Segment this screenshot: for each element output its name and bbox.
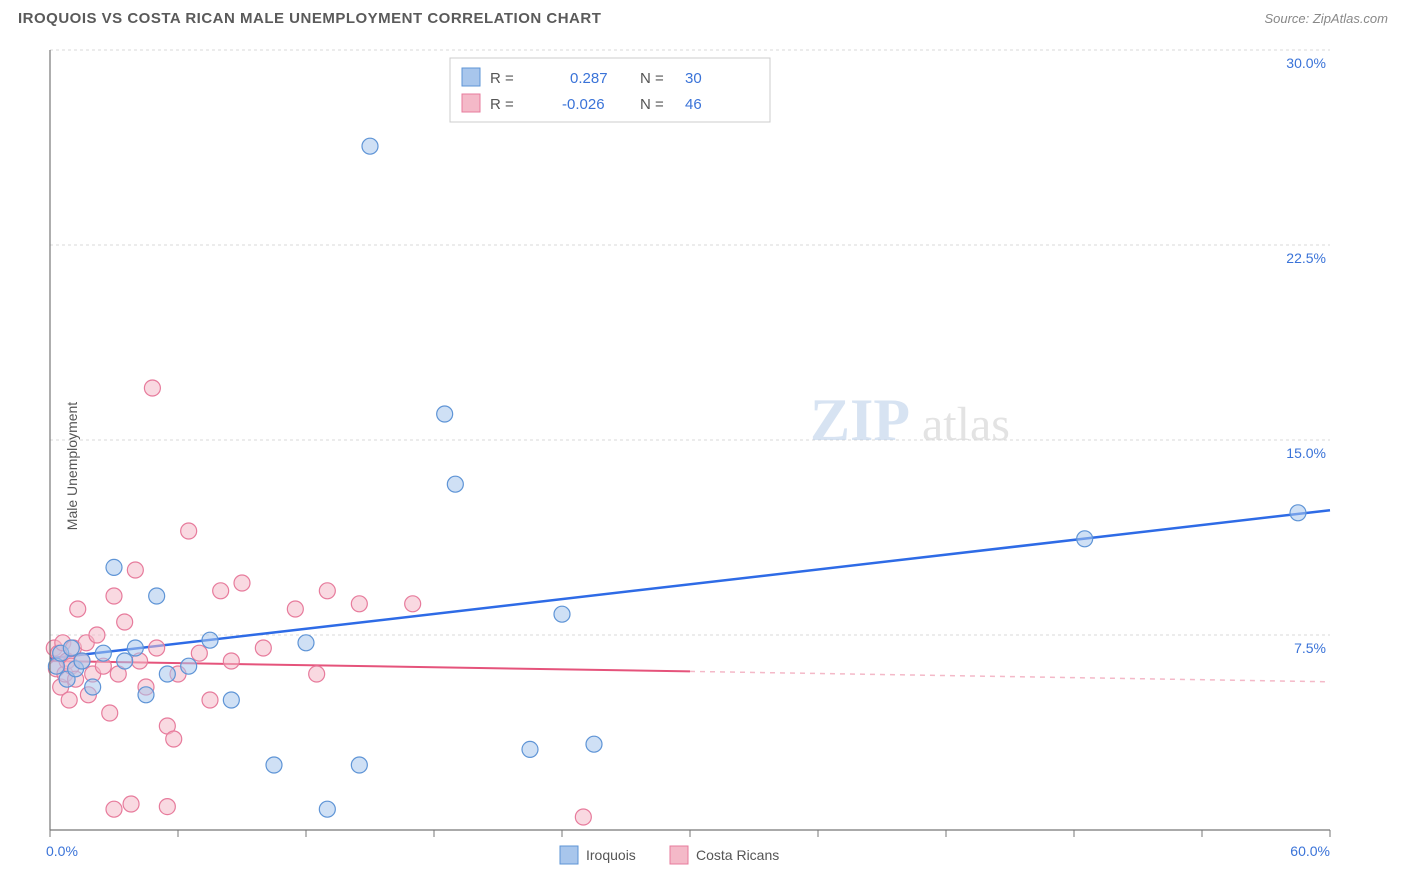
data-point <box>95 645 111 661</box>
data-point <box>117 614 133 630</box>
data-point <box>106 801 122 817</box>
data-point <box>106 588 122 604</box>
data-point <box>309 666 325 682</box>
data-point <box>575 809 591 825</box>
data-point <box>127 640 143 656</box>
data-point <box>266 757 282 773</box>
data-point <box>437 406 453 422</box>
svg-text:ZIP: ZIP <box>810 387 910 453</box>
data-point <box>144 380 160 396</box>
svg-text:0.287: 0.287 <box>570 70 608 87</box>
data-point <box>85 679 101 695</box>
data-point <box>89 627 105 643</box>
data-point <box>255 640 271 656</box>
svg-text:N =: N = <box>640 70 664 87</box>
chart-container: Male Unemployment 7.5% 15.0% 22.5% 30.0% ZIP… <box>0 40 1406 892</box>
data-point <box>149 588 165 604</box>
data-point <box>522 741 538 757</box>
data-point <box>447 476 463 492</box>
data-point <box>166 731 182 747</box>
data-point <box>1077 531 1093 547</box>
chart-title: IROQUOIS VS COSTA RICAN MALE UNEMPLOYMEN… <box>18 10 601 27</box>
scatter-chart: 7.5% 15.0% 22.5% 30.0% ZIPatlas 0.0% 60.0% R = 0… <box>0 40 1406 892</box>
data-point <box>298 635 314 651</box>
data-point <box>117 653 133 669</box>
data-point <box>586 736 602 752</box>
data-point <box>319 801 335 817</box>
data-point <box>149 640 165 656</box>
svg-text:22.5%: 22.5% <box>1286 250 1326 266</box>
data-point <box>287 601 303 617</box>
data-point <box>1290 505 1306 521</box>
data-point <box>74 653 90 669</box>
data-point <box>159 799 175 815</box>
svg-text:atlas: atlas <box>922 398 1010 451</box>
data-point <box>351 757 367 773</box>
data-point <box>191 645 207 661</box>
data-point <box>63 640 79 656</box>
svg-text:30.0%: 30.0% <box>1286 55 1326 71</box>
data-point <box>181 658 197 674</box>
data-point <box>223 653 239 669</box>
data-point <box>202 692 218 708</box>
svg-text:N =: N = <box>640 96 664 113</box>
data-point <box>362 138 378 154</box>
svg-text:R =: R = <box>490 96 514 113</box>
data-point <box>234 575 250 591</box>
data-point <box>223 692 239 708</box>
data-point <box>181 523 197 539</box>
data-point <box>351 596 367 612</box>
data-point <box>61 692 77 708</box>
svg-text:Costa Ricans: Costa Ricans <box>696 847 779 863</box>
svg-text:46: 46 <box>685 96 702 113</box>
svg-text:15.0%: 15.0% <box>1286 445 1326 461</box>
data-point <box>159 666 175 682</box>
data-point <box>213 583 229 599</box>
svg-text:7.5%: 7.5% <box>1294 640 1326 656</box>
data-point <box>138 687 154 703</box>
data-point <box>554 606 570 622</box>
svg-text:0.0%: 0.0% <box>46 843 78 859</box>
data-point <box>123 796 139 812</box>
svg-text:Iroquois: Iroquois <box>586 847 636 863</box>
svg-text:R =: R = <box>490 70 514 87</box>
data-point <box>202 632 218 648</box>
svg-text:30: 30 <box>685 70 702 87</box>
data-point <box>70 601 86 617</box>
svg-text:-0.026: -0.026 <box>562 96 605 113</box>
source-attribution: Source: ZipAtlas.com <box>1264 11 1388 26</box>
svg-text:60.0%: 60.0% <box>1290 843 1330 859</box>
data-point <box>127 562 143 578</box>
y-axis-label: Male Unemployment <box>64 402 80 530</box>
data-point <box>405 596 421 612</box>
data-point <box>106 559 122 575</box>
data-point <box>102 705 118 721</box>
data-point <box>319 583 335 599</box>
